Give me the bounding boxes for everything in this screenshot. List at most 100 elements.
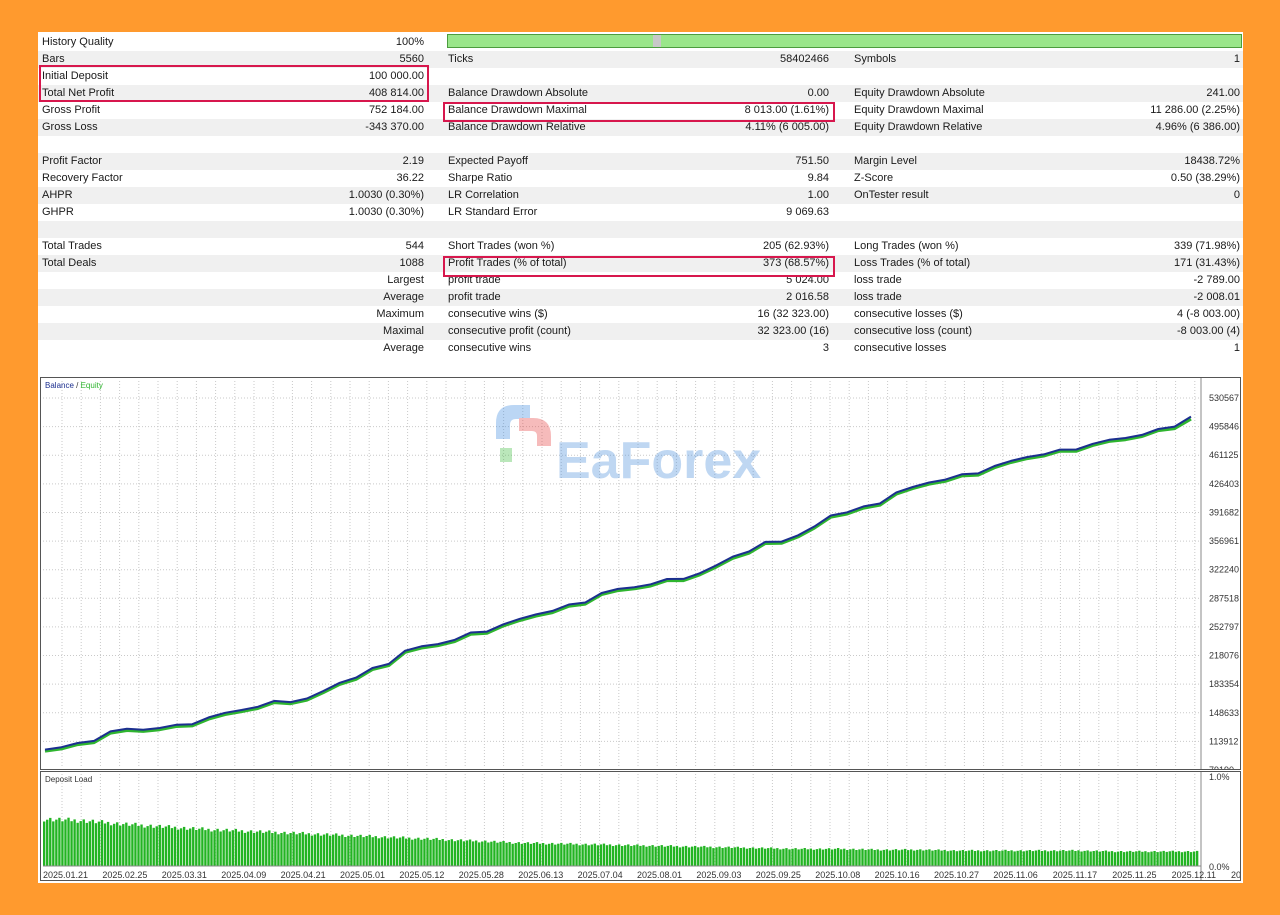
deposit-load-bar (335, 833, 338, 866)
deposit-load-bar (237, 831, 241, 866)
deposit-load-bar (836, 848, 840, 866)
deposit-load-bar (76, 822, 79, 866)
deposit-load-bar (1022, 851, 1025, 866)
deposit-load-bar (176, 829, 180, 866)
deposit-load-bar (946, 851, 949, 866)
deposit-load-bar (210, 831, 213, 866)
deposit-load-bar (249, 830, 253, 866)
x-tick-label: 2025.10.27 (934, 870, 979, 880)
deposit-load-bar (727, 846, 730, 866)
deposit-load-bar (468, 839, 472, 866)
stat-label: GHPR (42, 206, 74, 218)
deposit-load-bar (295, 834, 298, 866)
deposit-load-bar (961, 850, 965, 866)
deposit-load-bar (155, 826, 158, 866)
deposit-load-bar (1174, 851, 1178, 866)
deposit-load-bar (356, 835, 359, 866)
deposit-load-bar (773, 848, 776, 866)
stats-row: Profit Factor 2.19 Expected Payoff 751.50 Ma… (38, 153, 1243, 170)
stat-label: Total Net Profit (42, 87, 115, 99)
deposit-load-bar (599, 844, 603, 866)
deposit-load-bar (328, 835, 332, 866)
stats-row: History Quality 100% (38, 34, 1243, 51)
stat-value: 5 024.00 (786, 274, 829, 286)
stat-label: consecutive profit (count) (448, 325, 571, 337)
deposit-load-bar (706, 847, 709, 866)
deposit-load-bar (1195, 850, 1199, 866)
stat-value: -2 789.00 (1193, 274, 1240, 286)
highlight-deposit-profit (39, 65, 429, 102)
deposit-load-bar (989, 851, 992, 866)
deposit-load-bar (608, 844, 612, 866)
stat-value: 9 069.63 (786, 206, 829, 218)
stat-value: 241.00 (1206, 87, 1240, 99)
stat-value: -2 008.01 (1193, 291, 1240, 303)
x-tick-label: 2025.04.09 (221, 870, 266, 880)
deposit-load-bar (669, 845, 673, 866)
deposit-load-bar (55, 819, 58, 866)
y-tick-label: 252797 (1209, 622, 1239, 632)
stat-value: 100 000.00 (368, 70, 424, 82)
deposit-load-bar (219, 831, 222, 866)
deposit-load-bar (602, 843, 606, 866)
stat-label: Total Trades (42, 240, 102, 252)
deposit-load-bar (182, 826, 186, 866)
x-tick-label: 2025.05.28 (459, 870, 504, 880)
deposit-load-bar (590, 844, 593, 866)
stat-value: 339 (71.98%) (1173, 240, 1240, 252)
deposit-load-bar (566, 843, 569, 866)
deposit-load-bar (560, 842, 563, 866)
stat-value: 752 184.00 (368, 104, 424, 116)
deposit-load-bar (1083, 850, 1086, 866)
deposit-load-bar (976, 850, 980, 866)
stat-value: 408 814.00 (368, 87, 424, 99)
deposit-load-bar (49, 817, 52, 866)
deposit-load-bar (952, 850, 955, 866)
x-tick-label: 2025.12.11 (1172, 870, 1216, 880)
deposit-load-bar (544, 844, 548, 866)
deposit-load-bar (158, 824, 161, 866)
stat-value: 8 013.00 (1.61%) (744, 104, 829, 116)
deposit-load-bar (858, 849, 861, 866)
deposit-load-bar (332, 834, 335, 866)
deposit-load-bar (870, 848, 873, 866)
deposit-load-bar (307, 833, 311, 866)
deposit-load-bar (1071, 849, 1074, 866)
deposit-load-bar (274, 831, 277, 866)
deposit-load-bar (928, 849, 931, 866)
deposit-load-bar (353, 837, 356, 866)
deposit-load-bar (757, 848, 761, 866)
stat-value: 0.50 (38.29%) (1170, 172, 1240, 184)
deposit-load-bar (380, 837, 384, 866)
deposit-load-bar (642, 845, 645, 866)
deposit-load-bar (119, 825, 122, 866)
deposit-load-bar (289, 833, 292, 866)
deposit-load-bar (776, 848, 779, 866)
deposit-load-bar (1001, 850, 1004, 866)
stat-value: 4 (-8 003.00) (1177, 308, 1240, 320)
deposit-load-bar (91, 819, 95, 866)
deposit-load-bar (1110, 851, 1114, 866)
deposit-load-bar (447, 840, 450, 866)
watermark-text: EaForex (556, 432, 761, 490)
deposit-load-bar (1147, 852, 1150, 866)
deposit-load-bar (61, 821, 64, 866)
deposit-load-bar (383, 836, 387, 866)
stat-value: 100% (395, 36, 424, 48)
y-tick-label: 391682 (1209, 507, 1239, 517)
deposit-load-bar (1016, 850, 1019, 866)
deposit-load-bar (791, 848, 794, 866)
stat-value: 16 (32 323.00) (757, 308, 829, 320)
deposit-load-bar (992, 850, 995, 866)
deposit-load-bar (222, 830, 225, 866)
deposit-load-bar (58, 817, 61, 866)
deposit-load-bar (484, 840, 487, 866)
deposit-load-bar (122, 824, 125, 866)
stat-label: Expected Payoff (448, 155, 528, 167)
deposit-load-bar (824, 848, 828, 866)
deposit-load-bar (505, 842, 508, 866)
deposit-load-bar (499, 841, 502, 866)
deposit-load-bar (931, 850, 934, 866)
deposit-load-bar (1065, 851, 1068, 866)
deposit-load-bar (970, 849, 974, 866)
